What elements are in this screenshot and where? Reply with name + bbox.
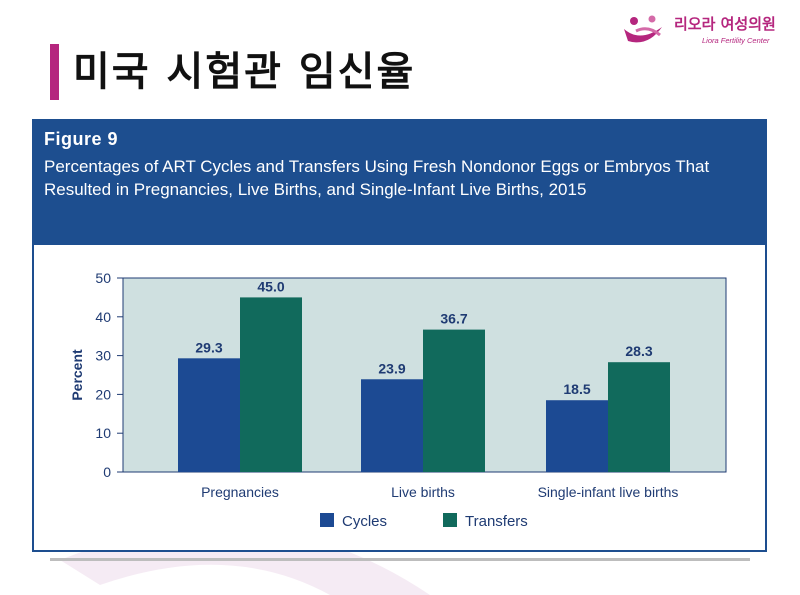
bar-value-label: 45.0 xyxy=(257,278,284,294)
bar-chart: 0 10 20 30 40 50 Percent 29.3 45.0 Pregnancies 23.… xyxy=(69,270,727,530)
bar-transfers xyxy=(240,297,302,472)
bar-transfers xyxy=(608,362,670,472)
x-category-label: Pregnancies xyxy=(201,484,279,500)
slide-title: 미국 시험관 임신율 xyxy=(73,49,416,95)
figure-header: Figure 9 Percentages of ART Cycles and T… xyxy=(34,121,765,245)
y-tick-label: 40 xyxy=(95,309,111,325)
bar-value-label: 36.7 xyxy=(440,311,467,327)
x-category-label: Single-infant live births xyxy=(538,484,679,500)
legend-label-transfers: Transfers xyxy=(465,513,528,530)
bar-value-label: 29.3 xyxy=(195,339,222,355)
y-tick-label: 0 xyxy=(103,464,111,480)
y-tick-label: 20 xyxy=(95,386,111,402)
figure-panel: Figure 9 Percentages of ART Cycles and T… xyxy=(32,119,767,552)
legend-swatch-cycles xyxy=(320,513,334,527)
bar-value-label: 18.5 xyxy=(563,381,590,397)
clinic-logo: 리오라 여성의원 Liora Fertility Center xyxy=(622,13,782,53)
logo-figure-icon xyxy=(624,15,662,43)
bar-value-label: 23.9 xyxy=(378,360,405,376)
legend-swatch-transfers xyxy=(443,513,457,527)
x-category-label: Live births xyxy=(391,484,455,500)
y-axis-label: Percent xyxy=(69,349,85,401)
bar-transfers xyxy=(423,329,485,472)
title-accent-bar xyxy=(50,44,59,100)
bottom-divider xyxy=(50,558,750,561)
bar-cycles xyxy=(546,400,608,472)
y-tick-label: 10 xyxy=(95,425,111,441)
logo-subtitle: Liora Fertility Center xyxy=(702,36,770,45)
logo-name: 리오라 여성의원 xyxy=(674,15,776,33)
figure-caption: Percentages of ART Cycles and Transfers … xyxy=(44,157,710,199)
bar-value-label: 28.3 xyxy=(625,343,652,359)
legend-label-cycles: Cycles xyxy=(342,513,387,530)
bar-cycles xyxy=(361,379,423,472)
figure-label: Figure 9 xyxy=(44,129,119,149)
bar-cycles xyxy=(178,358,240,472)
y-tick-label: 50 xyxy=(95,270,111,286)
y-tick-label: 30 xyxy=(95,348,111,364)
